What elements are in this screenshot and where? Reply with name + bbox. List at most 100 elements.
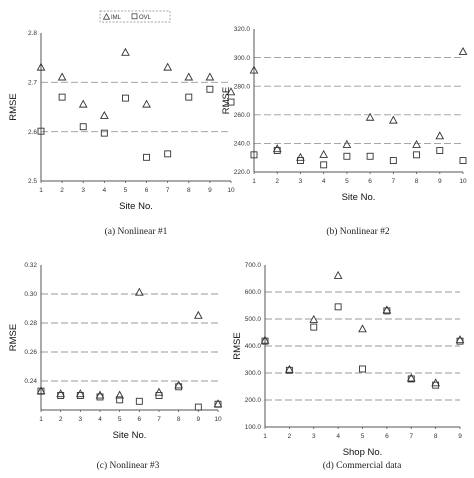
panel-1-point-iml <box>412 139 421 148</box>
panel-3-y-tick-label: 100.0 <box>245 424 262 431</box>
panel-3-x-tick-label: 4 <box>336 433 340 440</box>
panel-2-x-tick-label: 8 <box>177 416 181 423</box>
panel-1-x-tick-label: 1 <box>252 178 256 185</box>
panel-0-point-iml <box>36 62 46 71</box>
panel-0-point-ovl <box>37 127 45 135</box>
panel-0-point-iml <box>205 72 215 81</box>
panel-0-x-axis-label: Site No. <box>119 201 153 212</box>
panel-1-point-iml <box>272 144 282 153</box>
panel-1-x-tick-label: 5 <box>345 178 349 185</box>
panel-a: 2.5 2.6 2.7 2.8 1 2 3 4 5 6 7 8 9 10 Site No. RMSE (a) N… <box>8 30 236 237</box>
panel-2-x-tick-label: 1 <box>39 416 43 423</box>
panel-0-point-ovl <box>58 93 66 101</box>
panel-0-point-ovl <box>227 98 235 106</box>
panel-0-y-axis-label: RMSE <box>8 93 19 120</box>
panel-3-caption: (d) Commercial data <box>323 460 402 471</box>
panel-1-point-ovl <box>389 157 397 165</box>
panel-3-point-iml <box>309 314 319 323</box>
panel-3-y-tick-label: 400.0 <box>245 343 262 350</box>
panel-2-point-ovl <box>194 403 202 411</box>
panel-3-point-ovl <box>432 381 440 389</box>
panel-3-x-tick-label: 5 <box>361 433 365 440</box>
panel-3-point-ovl <box>334 303 342 311</box>
panel-1-point-ovl <box>296 157 304 165</box>
panel-0-point-iml <box>184 72 194 81</box>
panel-1-point-iml <box>388 115 398 124</box>
panel-2-point-iml <box>75 389 85 398</box>
panel-1-point-iml <box>249 65 259 74</box>
panel-0-point-iml <box>142 99 151 108</box>
panel-0-point-iml <box>57 72 67 81</box>
panel-c: 0.24 0.26 0.28 0.30 0.32 1 2 3 4 5 6 7 8 9 10 Site No. R… <box>8 262 223 471</box>
panel-2-point-iml <box>193 310 203 319</box>
panel-1-x-tick-label: 3 <box>299 178 303 185</box>
legend-label-iml: IML <box>111 15 122 21</box>
panel-1-point-ovl <box>459 157 467 165</box>
panel-1-point-iml <box>342 139 352 148</box>
panel-d: 100.0 200.0 300.0 400.0 500.0 600.0 700.0 1 2 3 4 5… <box>232 262 465 471</box>
panel-2-y-tick-label: 0.30 <box>24 291 37 298</box>
panel-2-point-ovl <box>155 392 163 399</box>
panel-2-point-ovl <box>57 392 65 399</box>
panel-1-caption: (b) Nonlinear #2 <box>326 226 390 237</box>
panel-2-caption: (c) Nonlinear #3 <box>97 460 160 471</box>
panel-3-point-iml <box>358 324 367 333</box>
panel-3-point-ovl <box>261 337 269 345</box>
panel-1-x-tick-label: 4 <box>322 178 326 185</box>
panel-2-x-tick-label: 10 <box>214 416 222 423</box>
panel-2-point-ovl <box>175 383 183 391</box>
panel-0-caption: (a) Nonlinear #1 <box>105 226 168 237</box>
panel-1-point-ovl <box>366 152 374 160</box>
panel-0-point-ovl <box>206 85 214 93</box>
panel-1-point-ovl <box>436 147 444 155</box>
panel-1-x-tick-label: 6 <box>368 178 372 185</box>
panel-3-x-tick-label: 8 <box>434 433 438 440</box>
panel-3-x-tick-label: 6 <box>385 433 389 440</box>
panel-2-point-iml <box>115 390 125 399</box>
panel-1-x-tick-label: 9 <box>438 178 442 185</box>
panel-3-y-tick-label: 300.0 <box>245 370 262 377</box>
panel-3-x-tick-label: 2 <box>288 433 292 440</box>
panel-1-point-ovl <box>320 161 328 169</box>
panel-3-point-ovl <box>285 366 293 374</box>
panel-0-x-tick-label: 1 <box>39 187 43 194</box>
panel-1-x-tick-label: 10 <box>459 178 467 185</box>
panel-0-y-tick-label: 2.7 <box>28 80 37 87</box>
panel-2-point-ovl <box>214 400 222 408</box>
panel-1-point-ovl <box>273 147 281 155</box>
panel-0-x-tick-label: 6 <box>145 187 149 194</box>
panel-0-point-iml <box>226 87 236 96</box>
panel-3-x-tick-label: 3 <box>312 433 316 440</box>
panel-0-y-tick-label: 2.8 <box>28 30 37 37</box>
panel-2-x-tick-label: 7 <box>157 416 161 423</box>
panel-3-point-iml <box>260 335 270 344</box>
panel-3-y-tick-label: 500.0 <box>245 316 262 323</box>
panel-3-point-iml <box>285 364 294 373</box>
panel-2-y-tick-label: 0.24 <box>24 378 37 385</box>
panel-0-y-tick-label: 2.6 <box>28 129 37 136</box>
panel-1-y-tick-label: 240.0 <box>234 141 251 148</box>
panel-0-point-iml <box>121 47 130 56</box>
panel-1-y-tick-label: 280.0 <box>234 83 251 90</box>
panel-2-point-ovl <box>135 397 143 405</box>
panel-2-x-tick-label: 3 <box>79 416 83 423</box>
panel-2-y-tick-label: 0.26 <box>24 349 37 356</box>
panel-0-point-iml <box>163 62 173 71</box>
panel-3-point-iml <box>333 270 343 279</box>
panel-0-x-tick-label: 5 <box>124 187 128 194</box>
panel-1-point-iml <box>319 149 329 158</box>
panel-2-point-ovl <box>96 393 104 401</box>
panel-1-point-iml <box>435 131 445 140</box>
panel-1-x-tick-label: 8 <box>415 178 419 185</box>
panel-3-x-axis-label: Shop No. <box>343 447 383 458</box>
panel-1-point-iml <box>365 112 375 121</box>
legend-square-marker-icon <box>131 13 138 20</box>
panel-1-point-ovl <box>250 151 258 159</box>
legend-triangle-marker-icon <box>102 12 111 20</box>
panel-2-point-ovl <box>37 387 45 395</box>
panel-3-x-tick-label: 9 <box>458 433 462 440</box>
panel-0-x-tick-label: 4 <box>103 187 107 194</box>
panel-0-x-tick-label: 3 <box>81 187 85 194</box>
panel-2-x-axis-label: Site No. <box>113 430 147 441</box>
